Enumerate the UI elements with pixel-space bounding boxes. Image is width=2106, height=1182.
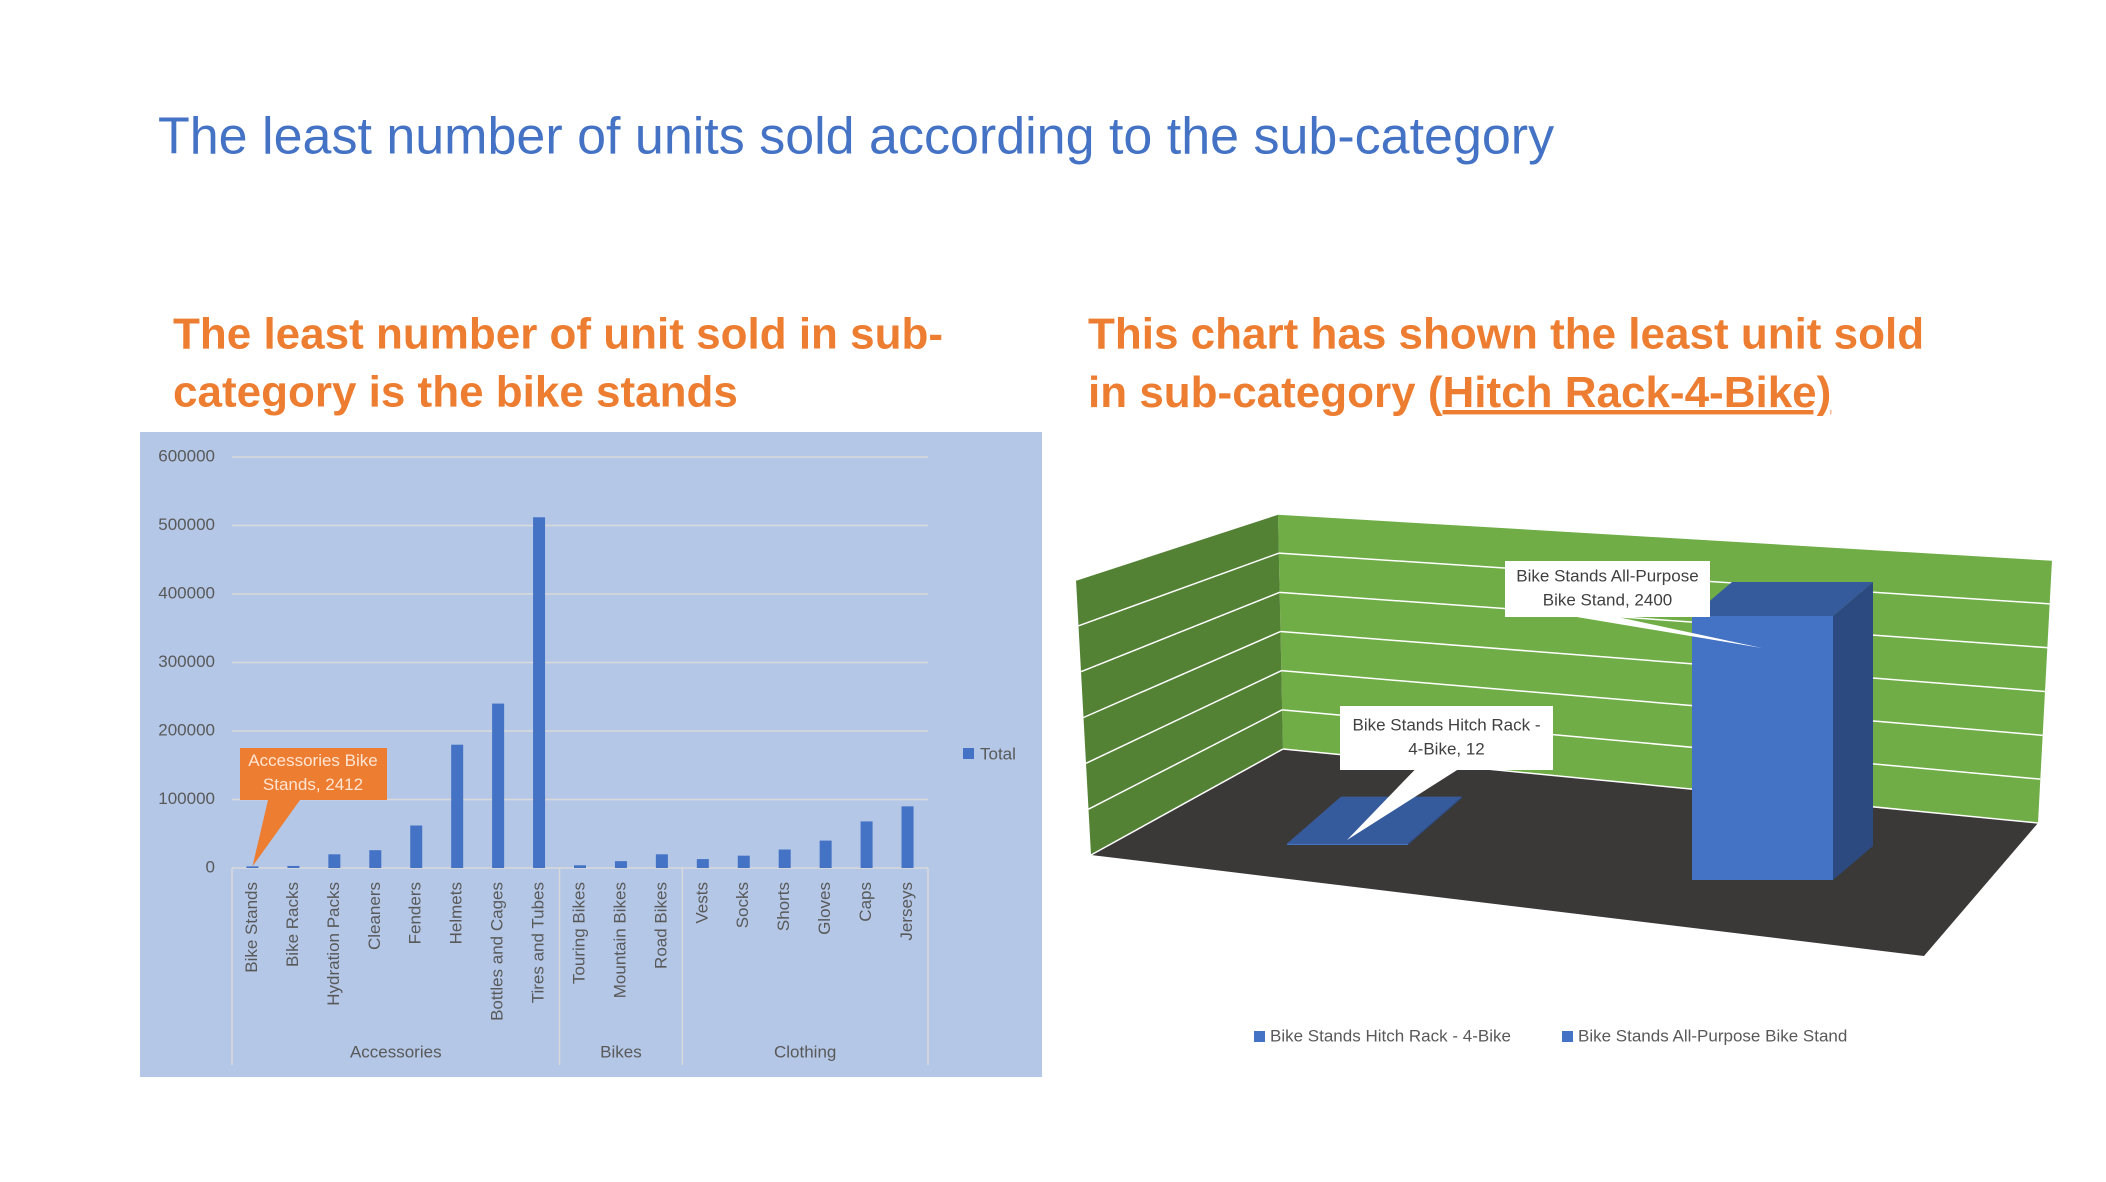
grid-line (1085, 669, 1282, 765)
bar (246, 866, 259, 868)
bar (778, 849, 791, 868)
annotation-callout (240, 748, 387, 867)
grid-line (1279, 591, 2048, 649)
y-tick-label: 600000 (158, 446, 215, 465)
y-tick-label: 200000 (158, 720, 215, 739)
annotation-line: Stands, 2412 (263, 775, 363, 794)
bar (737, 855, 750, 868)
x-tick-label: Jerseys (897, 882, 916, 941)
right-heading: in sub-category (Hitch Rack-4-Bike) (1088, 368, 1831, 417)
bar (819, 840, 832, 868)
data-label: Bike Stands Hitch Rack - (1352, 715, 1540, 734)
side-wall (1076, 514, 1283, 855)
y-tick-label: 300000 (158, 652, 215, 671)
left-heading: The least number of unit sold in sub- (173, 310, 943, 359)
data-label: Bike Stand, 2400 (1543, 590, 1672, 609)
bar (451, 744, 464, 868)
legend-label: Total (980, 744, 1016, 763)
legend-swatch (1254, 1031, 1265, 1042)
data-label-callout (1505, 561, 1762, 648)
x-tick-label: Touring Bikes (569, 882, 588, 984)
grid-line (1277, 513, 2053, 561)
x-tick-label: Cleaners (365, 882, 384, 950)
annotation-line: Accessories Bike (248, 751, 377, 770)
x-tick-label: Road Bikes (651, 882, 670, 969)
annotation: Accessories Bike Stands, 2412 (248, 751, 377, 794)
x-tick-label: Vests (692, 882, 711, 924)
bar (655, 854, 668, 868)
x-tick-label: Mountain Bikes (610, 882, 629, 998)
legend-swatch (1562, 1031, 1573, 1042)
x-tick-label: Hydration Packs (324, 882, 343, 1006)
x-tick-label: Bottles and Cages (488, 882, 507, 1021)
bar (860, 821, 873, 868)
data-label-callout (1340, 706, 1553, 840)
bar (287, 865, 300, 868)
bar (369, 850, 382, 868)
grid-line (1083, 630, 1281, 719)
heading-link: Hitch Rack-4-Bike) (1443, 368, 1832, 417)
x-tick-label: Tires and Tubes (529, 882, 548, 1003)
bar (901, 806, 914, 868)
x-tick-label: Socks (733, 882, 752, 928)
group-label: Accessories (350, 1042, 442, 1061)
grid-line (1088, 709, 1283, 810)
grid-line (1280, 630, 2046, 693)
bar (533, 517, 546, 868)
group-label: Clothing (774, 1042, 836, 1061)
bar (614, 861, 627, 868)
grid-line (1080, 591, 1280, 673)
y-tick-label: 0 (206, 857, 215, 876)
legend-label: Bike Stands Hitch Rack - 4-Bike (1270, 1026, 1511, 1045)
grid-line (1075, 513, 1279, 581)
slide-title: The least number of units sold according… (158, 108, 1554, 166)
left-heading: category is the bike stands (173, 368, 738, 417)
legend-swatch (963, 748, 974, 759)
y-tick-label: 500000 (158, 515, 215, 534)
x-tick-label: Helmets (447, 882, 466, 944)
right-heading: This chart has shown the least unit sold (1088, 310, 1924, 359)
data-label: 4-Bike, 12 (1408, 739, 1485, 758)
x-tick-label: Fenders (406, 882, 425, 944)
grid-line (1281, 669, 2043, 737)
bar-side (1408, 796, 1462, 845)
group-label: Bikes (600, 1042, 642, 1061)
grid-line (1078, 552, 1280, 627)
bar (328, 854, 341, 868)
x-tick-label: Bike Racks (283, 882, 302, 967)
data-label: Bike Stands All-Purpose (1516, 566, 1698, 585)
bar (1287, 843, 1408, 845)
legend-label: Bike Stands All-Purpose Bike Stand (1578, 1026, 1847, 1045)
x-tick-label: Caps (856, 882, 875, 922)
bar (410, 825, 423, 868)
y-tick-label: 100000 (158, 789, 215, 808)
x-tick-label: Bike Stands (242, 882, 261, 973)
grid-line (1090, 748, 1284, 856)
x-tick-label: Shorts (774, 882, 793, 931)
y-tick-label: 400000 (158, 583, 215, 602)
bar (492, 703, 505, 868)
bar (1692, 616, 1833, 880)
bar (696, 859, 709, 868)
bar-top (1692, 582, 1873, 616)
x-tick-label: Gloves (815, 882, 834, 935)
heading-part: in sub-category ( (1088, 368, 1443, 417)
bar-side (1833, 582, 1873, 880)
bar (574, 865, 586, 868)
